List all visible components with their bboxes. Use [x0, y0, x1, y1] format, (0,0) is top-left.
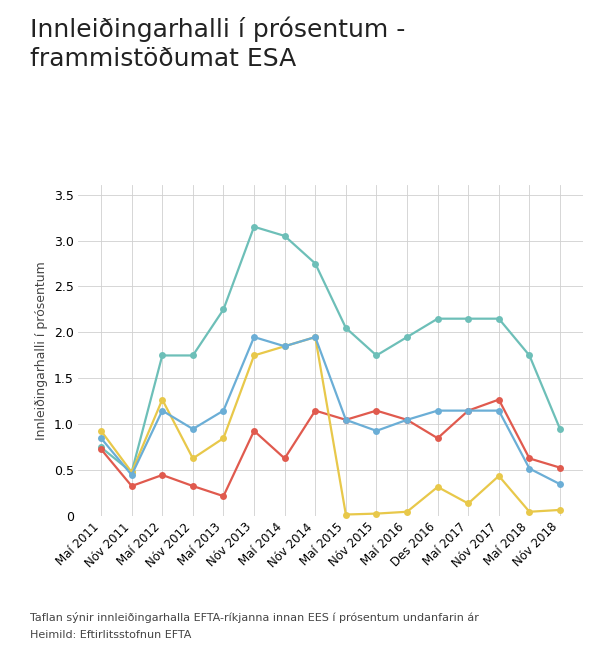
- EFTA meðaltal: [526, 465, 533, 473]
- Noregur: [465, 500, 472, 508]
- Liechtenstein: [434, 434, 441, 442]
- Liechtenstein: [189, 482, 197, 490]
- Noregur: [434, 483, 441, 491]
- Ísland: [434, 314, 441, 322]
- Ísland: [312, 260, 319, 267]
- EFTA meðaltal: [495, 406, 502, 414]
- Ísland: [189, 352, 197, 359]
- Ísland: [465, 314, 472, 322]
- Noregur: [495, 472, 502, 480]
- Liechtenstein: [220, 492, 227, 500]
- Line: Liechtenstein: Liechtenstein: [97, 396, 564, 500]
- EFTA meðaltal: [342, 416, 349, 424]
- Liechtenstein: [97, 446, 105, 453]
- EFTA meðaltal: [373, 427, 380, 435]
- Line: Ísland: Ísland: [97, 223, 564, 476]
- EFTA meðaltal: [403, 416, 410, 424]
- Liechtenstein: [128, 482, 135, 490]
- Ísland: [128, 468, 135, 476]
- EFTA meðaltal: [189, 425, 197, 433]
- Liechtenstein: [281, 454, 288, 462]
- Noregur: [557, 506, 564, 514]
- EFTA meðaltal: [281, 342, 288, 350]
- Noregur: [403, 508, 410, 516]
- EFTA meðaltal: [251, 333, 258, 341]
- Liechtenstein: [465, 406, 472, 414]
- Noregur: [159, 396, 166, 404]
- Ísland: [495, 314, 502, 322]
- Line: EFTA meðaltal: EFTA meðaltal: [97, 334, 564, 488]
- Ísland: [373, 352, 380, 359]
- EFTA meðaltal: [465, 406, 472, 414]
- Text: Heimild: Eftirlitsstofnun EFTA: Heimild: Eftirlitsstofnun EFTA: [30, 630, 192, 640]
- Y-axis label: Innleiðingarhalli í prósentum: Innleiðingarhalli í prósentum: [35, 261, 49, 440]
- EFTA meðaltal: [312, 333, 319, 341]
- Ísland: [97, 444, 105, 451]
- Text: Taflan sýnir innleiðingarhalla EFTA-ríkjanna innan EES í prósentum undanfarin ár: Taflan sýnir innleiðingarhalla EFTA-ríkj…: [30, 612, 479, 624]
- Ísland: [526, 352, 533, 359]
- Noregur: [281, 342, 288, 350]
- Ísland: [403, 333, 410, 341]
- Ísland: [159, 352, 166, 359]
- Ísland: [220, 306, 227, 314]
- Noregur: [220, 434, 227, 442]
- Liechtenstein: [495, 396, 502, 404]
- Liechtenstein: [403, 416, 410, 424]
- EFTA meðaltal: [557, 480, 564, 488]
- Ísland: [251, 222, 258, 231]
- Liechtenstein: [557, 463, 564, 471]
- Noregur: [251, 352, 258, 359]
- Noregur: [189, 454, 197, 462]
- EFTA meðaltal: [97, 434, 105, 442]
- Liechtenstein: [312, 406, 319, 414]
- Ísland: [557, 425, 564, 433]
- Noregur: [373, 510, 380, 518]
- EFTA meðaltal: [434, 406, 441, 414]
- Ísland: [281, 232, 288, 240]
- EFTA meðaltal: [220, 406, 227, 414]
- Noregur: [97, 427, 105, 435]
- Liechtenstein: [159, 471, 166, 479]
- Noregur: [128, 468, 135, 476]
- Noregur: [312, 333, 319, 341]
- Noregur: [526, 508, 533, 516]
- Liechtenstein: [526, 454, 533, 462]
- Text: Innleiðingarhalli í prósentum -
frammistöðumat ESA: Innleiðingarhalli í prósentum - frammist…: [30, 17, 406, 71]
- Liechtenstein: [342, 416, 349, 424]
- Noregur: [342, 510, 349, 518]
- Liechtenstein: [373, 406, 380, 414]
- EFTA meðaltal: [128, 471, 135, 479]
- Ísland: [342, 324, 349, 332]
- Line: Noregur: Noregur: [97, 334, 564, 518]
- Liechtenstein: [251, 427, 258, 435]
- EFTA meðaltal: [159, 406, 166, 414]
